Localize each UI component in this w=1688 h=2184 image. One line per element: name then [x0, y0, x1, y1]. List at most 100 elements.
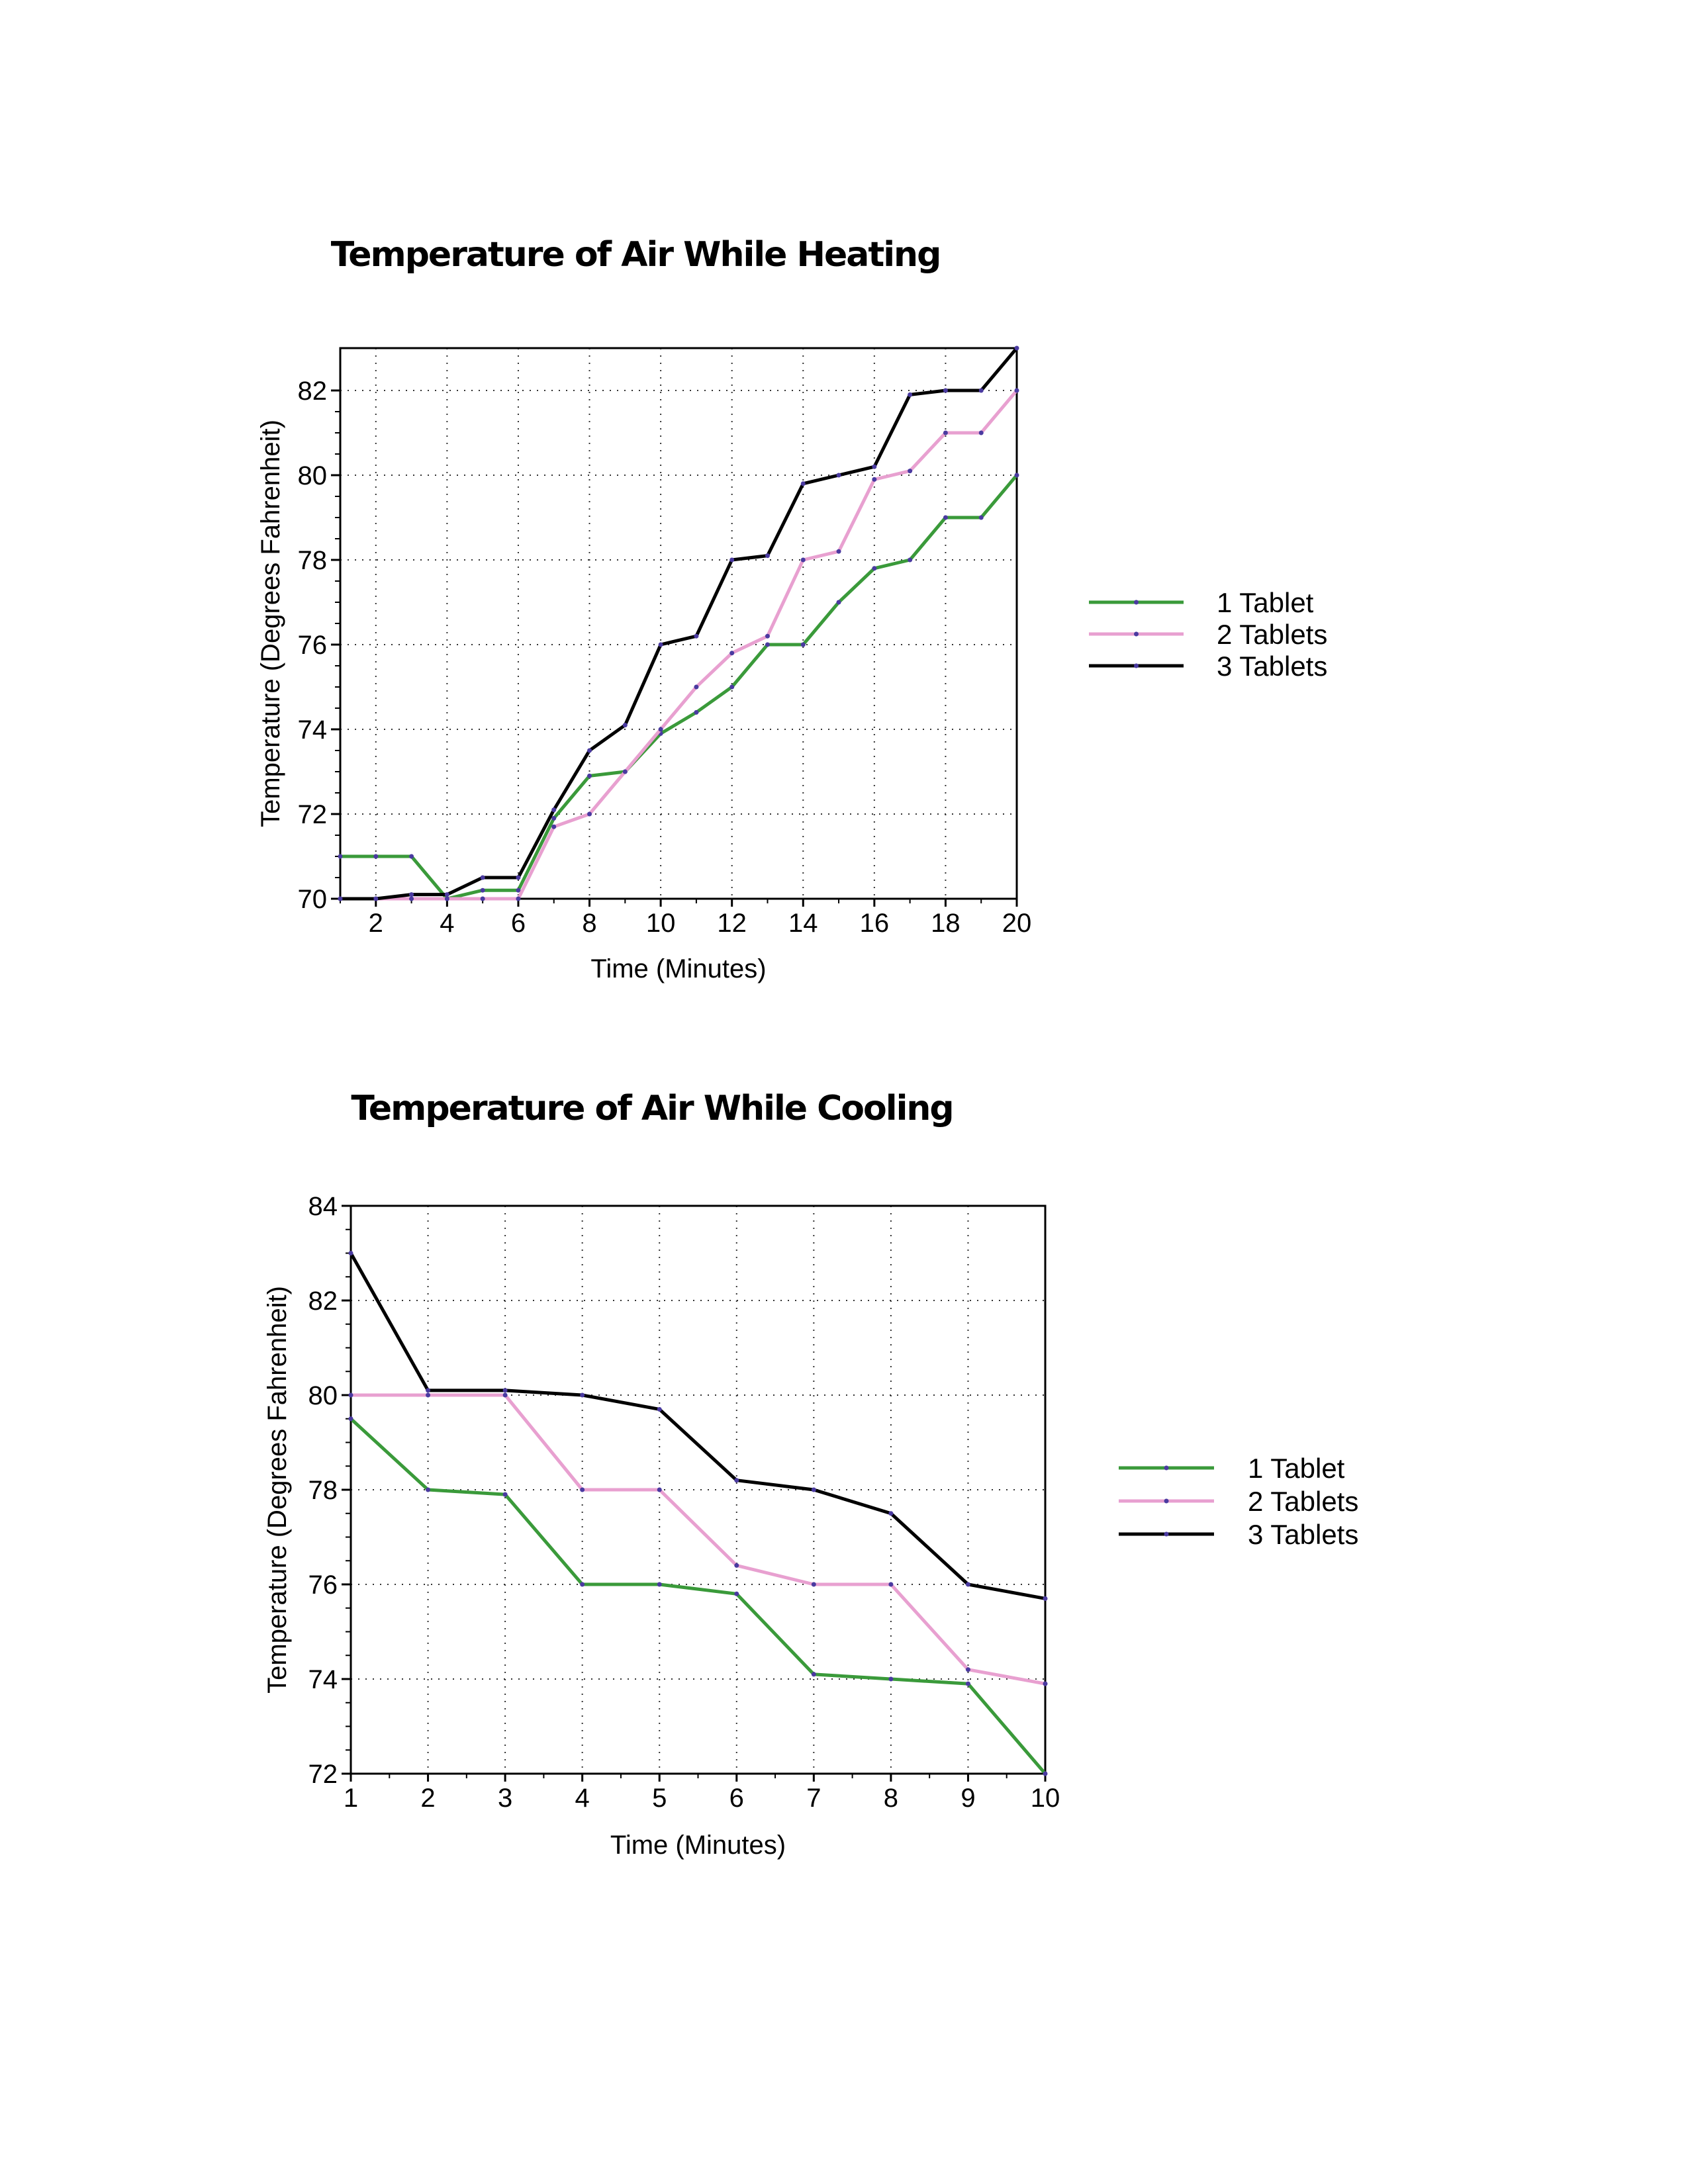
data-point — [800, 642, 806, 647]
data-point — [338, 896, 343, 901]
data-point — [348, 1416, 353, 1422]
data-point — [502, 1492, 508, 1497]
data-point — [551, 815, 557, 821]
y-axis-title: Temperature (Degrees Fahrenheit) — [263, 1286, 292, 1694]
data-point — [551, 807, 557, 813]
x-tick-label: 3 — [498, 1784, 512, 1813]
data-point — [373, 854, 379, 859]
legend-label: 1 Tablet — [1248, 1453, 1345, 1484]
data-point — [587, 773, 592, 778]
data-point — [373, 896, 379, 901]
series-line-1 — [340, 474, 1018, 901]
series-line-3 — [349, 1252, 1046, 1600]
y-axis-title: Temperature (Degrees Fahrenheit) — [256, 420, 285, 827]
data-point — [426, 1487, 431, 1492]
data-point — [657, 1406, 662, 1412]
legend-label: 2 Tablets — [1217, 619, 1327, 650]
series-line-3 — [340, 347, 1018, 901]
data-point — [502, 1392, 508, 1398]
data-point — [729, 684, 735, 690]
data-point — [502, 1388, 508, 1393]
data-point — [580, 1487, 585, 1492]
data-point — [348, 1392, 353, 1398]
data-point — [551, 824, 557, 829]
x-axis-title: Time (Minutes) — [590, 954, 766, 983]
data-point — [765, 633, 770, 639]
y-tick-label: 70 — [298, 885, 328, 914]
data-point — [908, 557, 913, 563]
data-point — [622, 769, 628, 774]
x-tick-label: 16 — [860, 909, 890, 938]
y-tick-label: 76 — [308, 1570, 338, 1600]
data-point — [1014, 345, 1019, 351]
data-point — [694, 684, 699, 690]
data-point — [811, 1582, 816, 1587]
chart-title: Temperature of Air While Cooling — [351, 1089, 953, 1128]
data-point — [480, 896, 485, 901]
x-tick-label: 18 — [931, 909, 961, 938]
x-tick-label: 9 — [961, 1784, 975, 1813]
y-tick-label: 84 — [308, 1192, 338, 1221]
y-tick-label: 78 — [298, 546, 328, 575]
data-point — [1043, 1596, 1048, 1601]
data-point — [657, 1487, 662, 1492]
legend-marker — [1134, 663, 1139, 668]
data-point — [800, 481, 806, 486]
data-point — [409, 854, 414, 859]
legend-label: 2 Tablets — [1248, 1486, 1358, 1517]
data-point — [580, 1392, 585, 1398]
x-axis-title: Time (Minutes) — [610, 1831, 786, 1860]
data-point — [338, 854, 343, 859]
data-point — [658, 642, 663, 647]
x-tick-label: 8 — [582, 909, 596, 938]
series-line-2 — [351, 1393, 1046, 1686]
x-tick-label: 1 — [344, 1784, 358, 1813]
cooling-chart: Temperature of Air While Cooling72747678… — [263, 1089, 1358, 1860]
series-line-2 — [340, 389, 1018, 901]
x-tick-label: 8 — [884, 1784, 898, 1813]
data-point — [765, 553, 770, 559]
data-point — [908, 392, 913, 397]
data-point — [836, 600, 841, 605]
x-tick-label: 14 — [788, 909, 818, 938]
data-point — [943, 515, 948, 520]
x-tick-label: 10 — [646, 909, 676, 938]
y-tick-label: 80 — [298, 461, 328, 490]
data-point — [480, 875, 485, 880]
data-point — [1043, 1681, 1048, 1686]
data-point — [978, 515, 984, 520]
legend-label: 3 Tablets — [1217, 651, 1327, 682]
x-tick-label: 6 — [511, 909, 526, 938]
data-point — [657, 1582, 662, 1587]
x-tick-label: 6 — [729, 1784, 744, 1813]
x-tick-label: 5 — [652, 1784, 667, 1813]
data-point — [908, 469, 913, 474]
y-tick-label: 74 — [308, 1665, 338, 1694]
data-point — [587, 811, 592, 817]
legend-label: 1 Tablet — [1217, 587, 1314, 618]
y-tick-label: 74 — [298, 715, 328, 745]
y-tick-label: 78 — [308, 1476, 338, 1505]
data-point — [888, 1511, 894, 1516]
data-point — [734, 1478, 739, 1483]
data-point — [836, 549, 841, 554]
data-point — [480, 887, 485, 893]
data-point — [516, 896, 521, 901]
data-point — [872, 566, 877, 571]
y-tick-label: 82 — [298, 377, 328, 406]
x-tick-label: 12 — [717, 909, 747, 938]
data-point — [426, 1388, 431, 1393]
data-point — [1043, 1771, 1048, 1776]
data-point — [729, 557, 735, 563]
x-tick-label: 20 — [1002, 909, 1032, 938]
series-line-1 — [350, 1417, 1047, 1775]
data-point — [658, 727, 663, 732]
legend-label: 3 Tablets — [1248, 1519, 1358, 1550]
data-point — [943, 388, 948, 393]
data-point — [694, 709, 699, 715]
data-point — [836, 473, 841, 478]
heating-chart: Temperature of Air While Heating 70 72 74 76… — [256, 235, 1327, 983]
data-point — [426, 1392, 431, 1398]
x-tick-label: 4 — [575, 1784, 590, 1813]
